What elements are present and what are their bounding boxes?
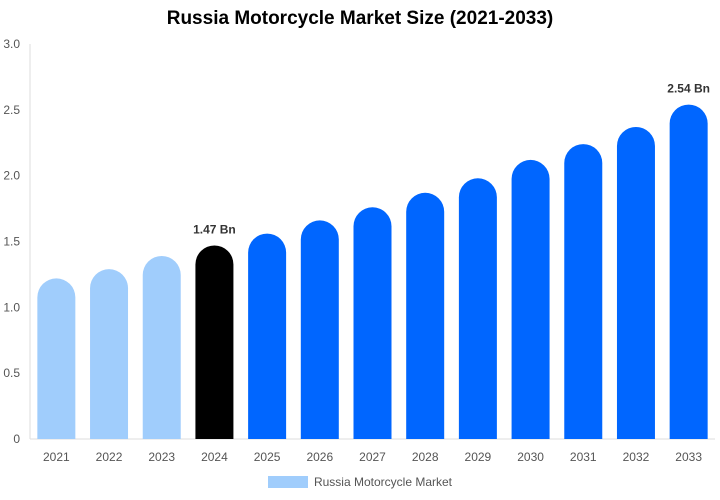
bar-2033	[669, 104, 708, 440]
y-tick-label: 0	[13, 432, 20, 446]
y-tick-label: 2.5	[3, 103, 20, 117]
chart-title: Russia Motorcycle Market Size (2021-2033…	[166, 8, 554, 29]
x-tick-label: 2021	[43, 450, 70, 464]
bar-2030	[511, 159, 550, 440]
x-tick-label: 2024	[201, 450, 228, 464]
bar-2032	[616, 126, 655, 439]
x-tick-label: 2032	[623, 450, 650, 464]
y-tick-label: 0.5	[3, 366, 20, 380]
data-label-2033: 2.54 Bn	[667, 82, 710, 96]
bar-2021	[37, 278, 76, 439]
bar-2029	[458, 178, 497, 440]
x-tick-label: 2025	[254, 450, 281, 464]
bar-2024	[195, 245, 234, 439]
bar-2027	[353, 207, 392, 439]
y-tick-label: 3.0	[3, 37, 20, 51]
x-tick-label: 2031	[570, 450, 597, 464]
data-label-2024: 1.47 Bn	[193, 222, 236, 236]
bar-2023	[142, 255, 181, 439]
legend-swatch	[267, 476, 308, 488]
y-tick-label: 1.5	[3, 235, 20, 249]
x-tick-label: 2023	[148, 450, 175, 464]
bar-2028	[406, 192, 445, 439]
bar-2025	[248, 233, 287, 439]
bar-2026	[300, 220, 339, 439]
x-tick-label: 2033	[675, 450, 702, 464]
legend-label: Russia Motorcycle Market	[313, 475, 453, 489]
x-tick-label: 2026	[306, 450, 333, 464]
bar-2031	[564, 144, 603, 439]
x-tick-label: 2029	[465, 450, 492, 464]
x-tick-label: 2030	[517, 450, 544, 464]
y-tick-label: 2.0	[3, 169, 20, 183]
x-tick-label: 2028	[412, 450, 439, 464]
x-tick-label: 2022	[96, 450, 123, 464]
bar-2022	[90, 269, 129, 439]
y-tick-label: 1.0	[3, 300, 20, 314]
x-tick-label: 2027	[359, 450, 386, 464]
legend: Russia Motorcycle Market	[0, 475, 720, 489]
